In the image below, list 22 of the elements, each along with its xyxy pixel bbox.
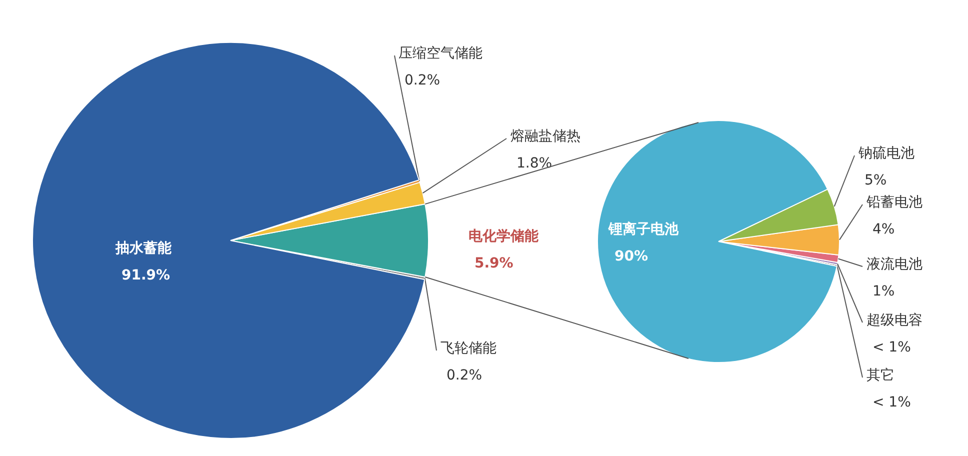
slice-label: 电化学储能 [468,228,540,244]
slice-label: 锂离子电池 [608,220,680,238]
data-label: 1.8% [516,156,552,172]
slice-label: 其它 [866,368,894,384]
data-label: 0.2% [446,368,482,384]
slice-label: 钠硫电池 [858,146,914,162]
data-label: 91.9% [122,268,170,284]
data-label: 4% [872,222,895,238]
slice-label: 抽水蓄能 [114,240,172,256]
data-label: < 1% [872,340,911,356]
data-label: < 1% [872,394,911,410]
slice-label: 飞轮储能 [440,340,496,356]
data-label: 0.2% [404,72,440,88]
slice-label: 铅蓄电池 [866,194,922,210]
data-label: 90% [614,248,648,264]
slice-label: 液流电池 [866,256,922,272]
slice-label: 压缩空气储能 [398,46,482,62]
slice-label: 熔融盐储热 [510,128,580,144]
data-label: 1% [872,284,895,300]
slice-label: 超级电容 [866,312,922,328]
data-label: 5% [864,172,887,188]
data-label: 5.9% [474,256,514,272]
